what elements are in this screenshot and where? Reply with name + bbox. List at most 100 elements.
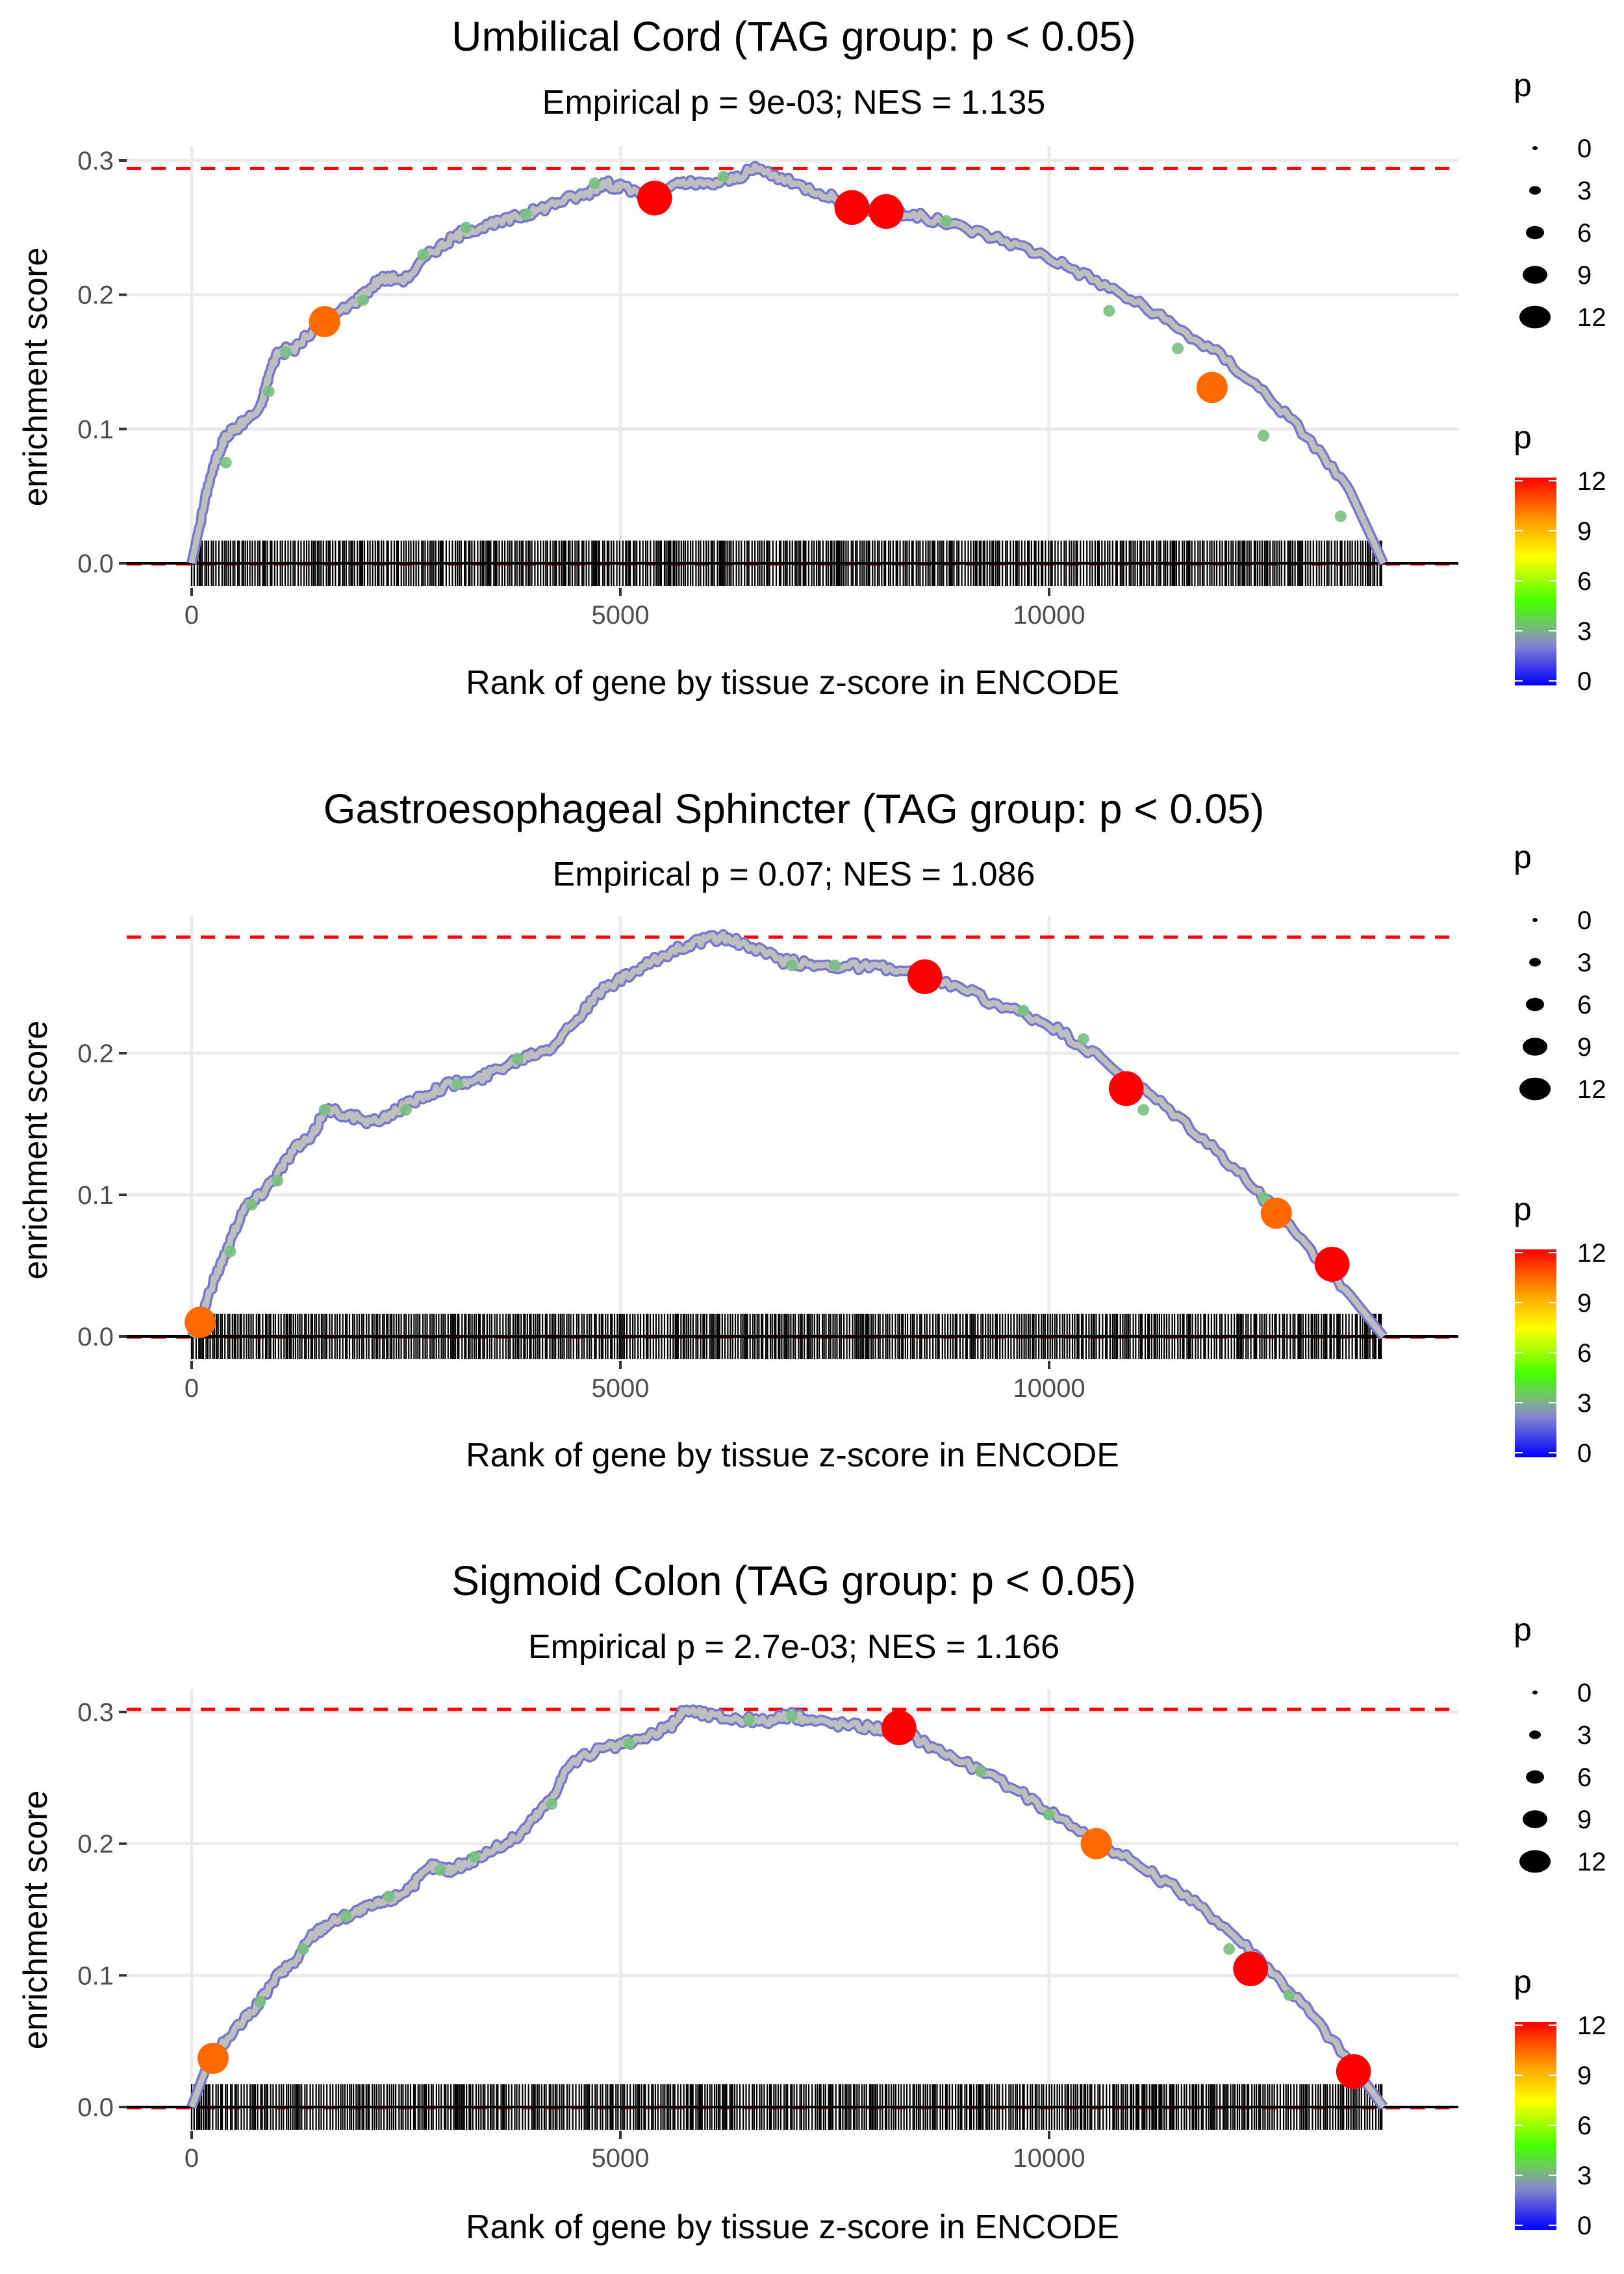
- color-legend-label: 12: [1577, 2012, 1606, 2040]
- y-axis-label: enrichment score: [17, 1021, 55, 1280]
- gene-point: [272, 1175, 283, 1187]
- size-legend-label: 12: [1577, 1075, 1606, 1104]
- gene-point: [786, 959, 798, 971]
- gene-point: [1223, 1943, 1236, 1955]
- size-legend-key: [1523, 266, 1547, 284]
- size-legend-label: 12: [1577, 1848, 1606, 1876]
- gene-point: [280, 346, 292, 359]
- legend-group: p 0 3 6 9 12 p 12 9 6 3 0: [1514, 839, 1606, 1468]
- gene-point: [451, 1078, 464, 1090]
- gene-point-highlight: [1196, 372, 1228, 403]
- color-legend-label: 12: [1577, 1239, 1606, 1268]
- color-legend-title: p: [1514, 1191, 1532, 1227]
- color-legend-label: 0: [1577, 667, 1592, 696]
- panel-subtitle: Empirical p = 0.07; NES = 1.086: [553, 856, 1035, 893]
- x-tick-label: 5000: [592, 1374, 650, 1403]
- gene-point: [1172, 342, 1184, 355]
- gene-point-highlight: [1109, 1071, 1144, 1106]
- y-tick-label: 0.2: [77, 1830, 114, 1859]
- color-legend-label: 12: [1577, 467, 1606, 496]
- size-legend-key: [1532, 1691, 1538, 1694]
- gene-point: [318, 1104, 331, 1116]
- gene-point: [340, 1910, 352, 1923]
- es-curve-outline: [187, 929, 1388, 1340]
- gene-point: [357, 294, 369, 306]
- gene-point: [460, 222, 472, 234]
- x-tick-label: 0: [184, 601, 199, 630]
- gene-point-highlight: [1080, 1828, 1112, 1859]
- x-tick-label: 0: [184, 1374, 199, 1403]
- size-legend-title: p: [1514, 839, 1532, 875]
- y-tick-label: 0.3: [77, 1698, 114, 1727]
- gene-rug: [190, 1314, 1382, 1359]
- gene-point-highlight: [834, 190, 870, 225]
- size-legend-label: 0: [1577, 134, 1592, 163]
- gene-point: [1334, 510, 1347, 522]
- size-legend-key: [1529, 186, 1541, 195]
- color-legend-label: 6: [1577, 1339, 1592, 1368]
- size-legend-label: 3: [1577, 1721, 1592, 1750]
- y-tick-label: 0.3: [77, 147, 114, 175]
- size-legend-label: 3: [1577, 177, 1592, 205]
- size-legend-label: 0: [1577, 906, 1592, 935]
- color-legend-label: 0: [1577, 1439, 1592, 1468]
- gene-point: [786, 1710, 798, 1722]
- gene-point: [717, 170, 730, 183]
- gene-point: [1077, 1033, 1089, 1045]
- size-legend-label: 6: [1577, 991, 1592, 1019]
- x-tick-label: 5000: [592, 2144, 650, 2173]
- color-legend-label: 3: [1577, 2162, 1592, 2190]
- size-legend-label: 12: [1577, 303, 1606, 332]
- gene-point: [417, 248, 429, 261]
- gene-point-highlight: [869, 194, 904, 229]
- color-legend-label: 9: [1577, 1289, 1592, 1318]
- panel-title: Umbilical Cord (TAG group: p < 0.05): [451, 13, 1136, 60]
- gene-point: [246, 1199, 258, 1211]
- size-legend-label: 0: [1577, 1679, 1592, 1707]
- x-axis-label: Rank of gene by tissue z-score in ENCODE: [466, 2208, 1119, 2246]
- panel-title: Gastroesophageal Sphincter (TAG group: p…: [324, 786, 1265, 832]
- legend-group: p 0 3 6 9 12 p 12 9 6 3 0: [1514, 67, 1606, 696]
- x-tick-label: 10000: [1013, 601, 1085, 630]
- y-tick-label: 0.1: [77, 415, 114, 444]
- legend-group: p 0 3 6 9 12 p 12 9 6 3 0: [1514, 1611, 1606, 2240]
- color-legend-label: 6: [1577, 2112, 1592, 2140]
- gene-point-highlight: [637, 181, 672, 216]
- gene-point: [297, 1943, 309, 1955]
- gene-point-highlight: [907, 959, 943, 995]
- size-legend-label: 9: [1577, 1806, 1592, 1834]
- y-tick-label: 0.2: [77, 281, 114, 310]
- gene-point: [400, 1104, 412, 1116]
- gene-point: [224, 1246, 236, 1258]
- es-curve: [188, 163, 1386, 565]
- size-legend-key: [1532, 918, 1538, 922]
- gene-point: [1137, 1104, 1150, 1116]
- gene-point-highlight: [1233, 1951, 1268, 1986]
- size-legend-key: [1523, 1810, 1547, 1828]
- x-tick-label: 0: [184, 2144, 199, 2173]
- color-legend-title: p: [1514, 1963, 1532, 2000]
- plot-area: 0.0 0.1 0.2 0.3 0 5000 10000: [77, 1689, 1458, 2173]
- gene-point: [520, 208, 532, 220]
- color-legend-label: 9: [1577, 2062, 1592, 2090]
- gene-point: [254, 1995, 266, 2008]
- x-axis-label: Rank of gene by tissue z-score in ENCODE: [466, 664, 1119, 702]
- gene-point: [262, 385, 275, 398]
- size-legend-label: 6: [1577, 1763, 1592, 1792]
- y-tick-label: 0.0: [77, 2093, 114, 2122]
- panel-subtitle: Empirical p = 9e-03; NES = 1.135: [542, 84, 1046, 121]
- plot-area: 0.0 0.1 0.2 0 5000 10000: [77, 916, 1458, 1403]
- gene-point: [1283, 1989, 1295, 2001]
- color-legend-label: 6: [1577, 567, 1592, 596]
- panel-subtitle: Empirical p = 2.7e-03; NES = 1.166: [528, 1628, 1059, 1666]
- size-legend-label: 9: [1577, 261, 1592, 290]
- panel-title: Sigmoid Colon (TAG group: p < 0.05): [451, 1557, 1136, 1604]
- color-legend-label: 9: [1577, 517, 1592, 546]
- gene-point: [974, 1765, 987, 1778]
- y-tick-label: 0.0: [77, 550, 114, 578]
- size-legend-key: [1523, 1038, 1547, 1056]
- x-tick-label: 10000: [1013, 2144, 1085, 2173]
- gene-point: [589, 177, 601, 190]
- size-legend-key: [1519, 305, 1551, 329]
